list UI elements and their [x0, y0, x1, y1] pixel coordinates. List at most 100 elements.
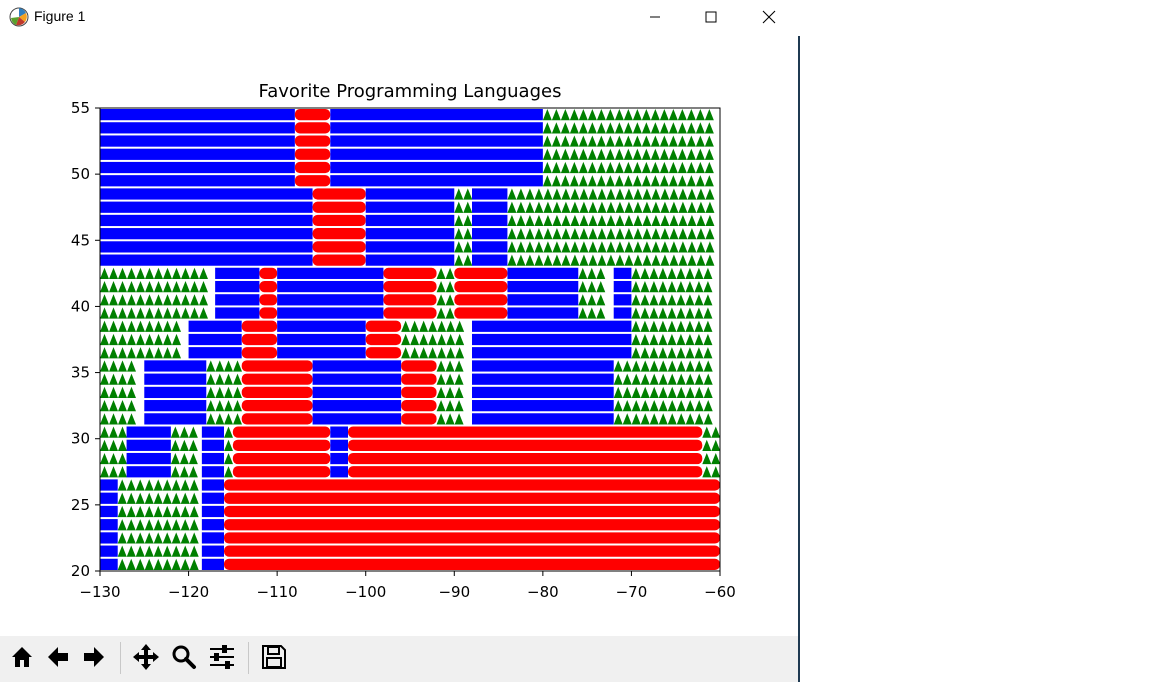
- green-triangle-marks: [100, 280, 208, 293]
- blue-square-marks: [100, 161, 295, 174]
- green-triangle-marks: [613, 373, 713, 385]
- blue-square-marks: [100, 558, 118, 570]
- green-triangle-marks: [224, 413, 242, 425]
- blue-square-marks: [312, 400, 402, 412]
- green-triangle-marks: [100, 439, 127, 451]
- green-triangle-marks: [436, 307, 455, 319]
- blue-square-marks: [330, 426, 348, 438]
- green-triangle-marks: [117, 505, 199, 518]
- zoom-button[interactable]: [168, 640, 200, 674]
- red-circle-marks: [312, 254, 366, 266]
- blue-square-marks: [126, 426, 171, 438]
- green-triangle-marks: [170, 452, 198, 465]
- toolbar-separator: [248, 642, 249, 674]
- green-triangle-marks: [507, 201, 715, 213]
- green-triangle-marks: [206, 373, 225, 385]
- red-circle-marks: [259, 294, 278, 306]
- red-circle-marks: [241, 386, 313, 399]
- blue-square-marks: [613, 307, 632, 319]
- maximize-icon: [705, 11, 717, 23]
- red-circle-marks: [312, 188, 366, 200]
- green-triangle-marks: [454, 188, 473, 200]
- green-triangle-marks: [224, 373, 242, 385]
- desktop-background: [802, 0, 1152, 682]
- blue-square-marks: [365, 228, 455, 240]
- blue-square-marks: [215, 294, 260, 306]
- x-tick-label: −130: [79, 583, 120, 601]
- green-triangle-marks: [100, 400, 136, 412]
- green-triangle-marks: [542, 109, 714, 121]
- blue-square-marks: [330, 175, 543, 187]
- forward-button[interactable]: [78, 640, 110, 674]
- green-triangle-marks: [224, 386, 242, 399]
- blue-square-marks: [144, 386, 207, 399]
- green-triangle-marks: [507, 254, 715, 266]
- home-button[interactable]: [6, 640, 38, 674]
- green-triangle-marks: [436, 360, 464, 372]
- back-button[interactable]: [42, 640, 74, 674]
- red-circle-marks: [232, 466, 331, 478]
- blue-square-marks: [312, 386, 402, 399]
- red-circle-marks: [259, 280, 278, 293]
- red-circle-marks: [224, 532, 720, 544]
- close-button[interactable]: [746, 0, 792, 34]
- red-circle-marks: [259, 307, 278, 319]
- x-tick-label: −120: [168, 583, 209, 601]
- plot-frame: [99, 107, 721, 572]
- pan-button[interactable]: [130, 640, 162, 674]
- green-triangle-marks: [542, 161, 714, 174]
- blue-square-marks: [215, 267, 260, 279]
- red-circle-marks: [348, 426, 703, 438]
- red-circle-marks: [401, 360, 437, 372]
- green-triangle-marks: [542, 175, 714, 187]
- green-triangle-marks: [117, 545, 199, 557]
- green-triangle-marks: [542, 122, 714, 134]
- blue-square-marks: [507, 267, 579, 279]
- blue-square-marks: [215, 280, 260, 293]
- blue-square-marks: [472, 241, 508, 253]
- blue-square-marks: [507, 280, 579, 293]
- green-triangle-marks: [578, 267, 606, 279]
- blue-square-marks: [613, 267, 632, 279]
- red-circle-marks: [241, 347, 278, 359]
- red-circle-marks: [383, 307, 437, 319]
- blue-square-marks: [277, 280, 384, 293]
- toolbar-separator: [120, 642, 121, 674]
- red-circle-marks: [294, 122, 331, 134]
- blue-square-marks: [472, 254, 508, 266]
- blue-square-marks: [312, 373, 402, 385]
- green-triangle-marks: [401, 347, 465, 359]
- red-circle-marks: [312, 228, 366, 240]
- blue-square-marks: [312, 360, 402, 372]
- save-button[interactable]: [258, 640, 290, 674]
- blue-square-marks: [100, 122, 295, 134]
- minimize-button[interactable]: [632, 0, 678, 34]
- blue-square-marks: [100, 254, 313, 266]
- blue-square-marks: [472, 360, 614, 372]
- red-circle-marks: [232, 439, 331, 451]
- blue-square-marks: [144, 373, 207, 385]
- window-title: Figure 1: [34, 8, 86, 24]
- scatter-chart[interactable]: Favorite Programming Languages −130 −120 −…: [0, 36, 798, 636]
- figure-canvas[interactable]: Favorite Programming Languages −130 −120 −…: [0, 36, 798, 636]
- blue-square-marks: [365, 214, 455, 227]
- minimize-icon: [650, 16, 660, 18]
- blue-square-marks: [330, 439, 348, 451]
- arrow-left-icon: [48, 647, 68, 667]
- blue-square-marks: [201, 466, 224, 478]
- maximize-button[interactable]: [688, 0, 734, 34]
- configure-subplots-button[interactable]: [206, 640, 238, 674]
- blue-square-marks: [100, 135, 295, 147]
- blue-square-marks: [472, 333, 632, 346]
- blue-square-marks: [330, 148, 543, 160]
- red-circle-marks: [401, 413, 437, 425]
- red-circle-marks: [383, 280, 437, 293]
- green-triangle-marks: [206, 413, 225, 425]
- blue-square-marks: [507, 294, 579, 306]
- blue-square-marks: [100, 505, 118, 518]
- blue-square-marks: [472, 214, 508, 227]
- blue-square-marks: [126, 439, 171, 451]
- green-triangle-marks: [100, 426, 127, 438]
- green-triangle-marks: [100, 466, 127, 478]
- y-tick-label: 20: [71, 562, 90, 580]
